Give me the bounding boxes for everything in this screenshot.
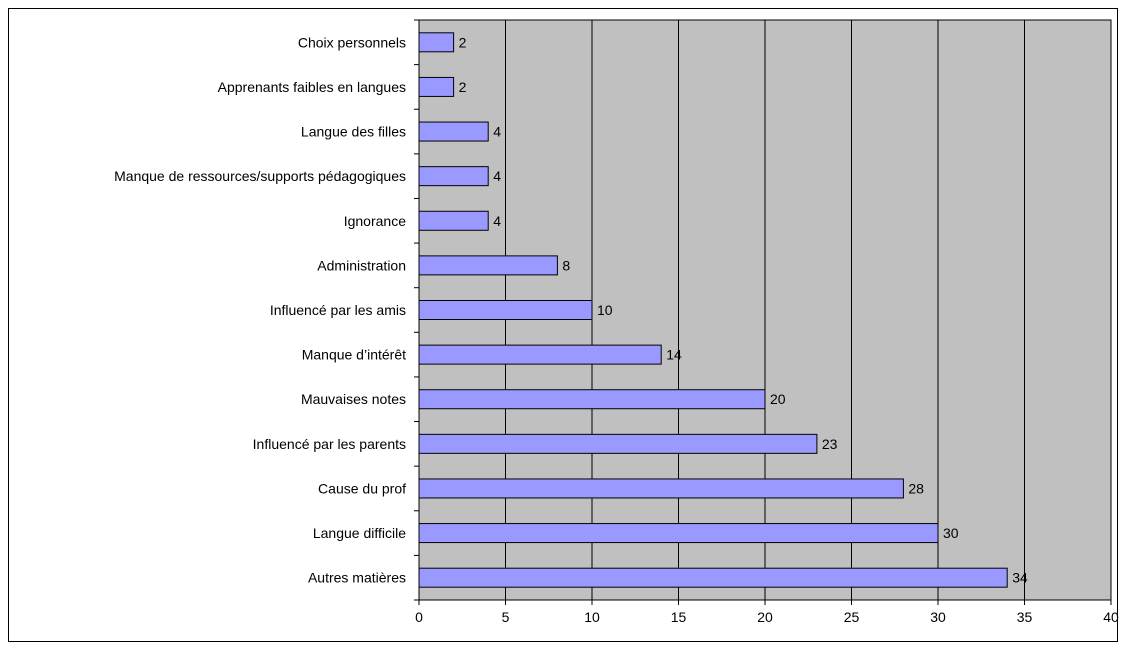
bar: [418, 567, 1008, 588]
data-label: 4: [493, 213, 501, 229]
x-tick-label: 5: [502, 609, 510, 625]
x-tick-label: 15: [671, 609, 687, 625]
bar: [418, 433, 818, 454]
x-tick-label: 40: [1103, 609, 1119, 625]
category-label: Cause du prof: [318, 480, 406, 496]
x-tick-label: 30: [930, 609, 946, 625]
bar: [418, 32, 455, 53]
bar: [418, 255, 558, 276]
x-tick-label: 0: [415, 609, 423, 625]
data-label: 2: [459, 79, 467, 95]
category-label: Administration: [317, 257, 406, 273]
data-label: 30: [943, 525, 959, 541]
category-label: Apprenants faibles en langues: [218, 79, 406, 95]
data-label: 20: [770, 391, 786, 407]
data-label: 28: [908, 480, 924, 496]
bar: [418, 478, 904, 499]
data-label: 4: [493, 124, 501, 140]
axes: [414, 19, 1112, 605]
category-label: Langue difficile: [313, 525, 406, 541]
category-label: Choix personnels: [298, 34, 406, 50]
x-tick-label: 10: [584, 609, 600, 625]
labels: 0 5 10 15 20 25 30 35 40 Choix personnels 2 Apprena…: [114, 34, 1119, 625]
bar: [418, 344, 662, 365]
bar: [418, 300, 593, 320]
category-label: Langue des filles: [301, 124, 406, 140]
data-label: 34: [1012, 570, 1028, 586]
x-tick-label: 20: [757, 609, 773, 625]
category-label: Autres matières: [308, 570, 406, 586]
bar: [418, 210, 489, 231]
x-tick-label: 25: [844, 609, 860, 625]
category-label: Manque de ressources/supports pédagogiqu…: [114, 168, 406, 184]
bar: [418, 166, 489, 187]
data-label: 2: [459, 34, 467, 50]
data-label: 14: [666, 347, 682, 363]
bars: [418, 32, 1008, 588]
data-label: 10: [597, 302, 613, 318]
category-label: Ignorance: [344, 213, 406, 229]
bar: [418, 121, 489, 142]
category-label: Influencé par les amis: [270, 302, 406, 318]
data-label: 4: [493, 168, 501, 184]
category-label: Mauvaises notes: [301, 391, 406, 407]
bar: [418, 523, 939, 544]
category-label: Influencé par les parents: [253, 436, 406, 452]
data-label: 23: [822, 436, 838, 452]
x-tick-label: 35: [1017, 609, 1033, 625]
category-label: Manque d’intérêt: [302, 347, 406, 363]
data-label: 8: [562, 257, 570, 273]
bar: [418, 389, 766, 410]
bar: [418, 76, 455, 97]
